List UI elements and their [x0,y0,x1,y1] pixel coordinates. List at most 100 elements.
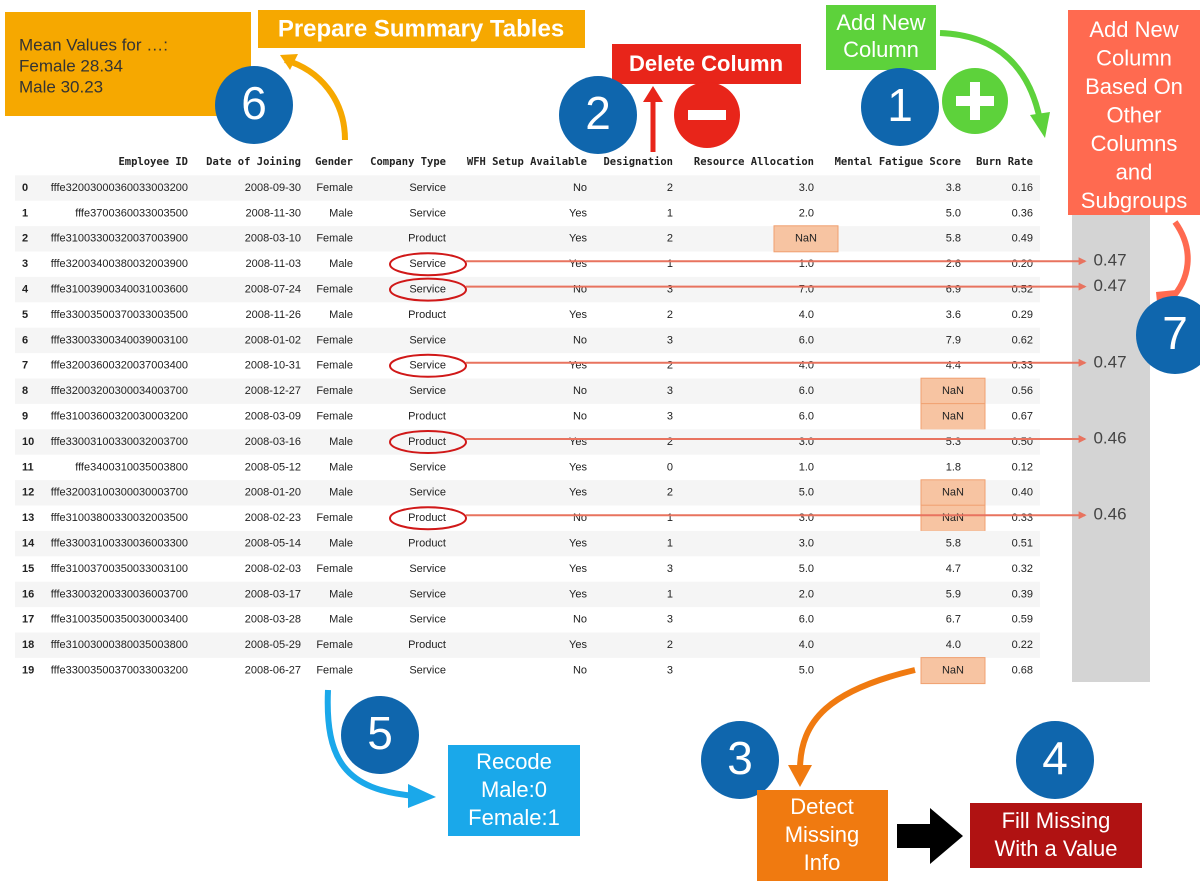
cell: fffe33003500370033003200 [51,665,188,677]
badge [1016,721,1094,799]
cell: 2 [667,233,673,245]
row-index: 4 [22,284,29,296]
cell: NaN [942,512,964,524]
cell: 0.20 [1012,258,1033,270]
add-label: Column [843,37,919,62]
cell: 3.0 [799,182,814,194]
cell: 2 [667,487,673,499]
cell: 2.0 [799,207,814,219]
column-header: Burn Rate [976,156,1033,168]
column-header: WFH Setup Available [467,156,587,168]
cell: 4.0 [946,639,961,651]
highlight-ellipse [389,430,467,454]
cell: 0 [667,461,673,473]
cell: Service [409,360,446,372]
cell: 2008-03-10 [245,233,301,245]
cell: 5.0 [799,487,814,499]
cell: fffe31003000380035003800 [51,639,188,651]
cell: fffe32003200300034003700 [51,385,188,397]
new-column-value: 0.46 [1093,505,1126,524]
cell: fffe31003700350033003100 [51,563,188,575]
recode-label: Female:1 [468,805,560,830]
badge-label: 2 [585,87,611,139]
cell: 4.0 [799,360,814,372]
cell: Service [409,461,446,473]
row-band [15,530,1040,557]
fill-label: Fill Missing [1002,808,1111,833]
cell: 5.9 [946,588,961,600]
summary-line: Mean Values for …: [19,35,168,54]
row-band [15,276,1040,303]
summary-line: Male 30.23 [19,77,103,96]
cell: Female [316,563,353,575]
cell: 2008-07-24 [245,284,301,296]
cell: Service [409,665,446,677]
cell: 6.0 [799,385,814,397]
badge-label: 3 [727,732,753,784]
row-index: 16 [22,588,34,600]
add-label: Add New [836,10,925,35]
cell: fffe32003400380032003900 [51,258,188,270]
cell: 0.29 [1012,309,1033,321]
cell: Product [408,512,446,524]
row-index: 11 [22,461,34,473]
cell: 0.22 [1012,639,1033,651]
add-based-label: Based On [1085,74,1183,99]
cell: fffe33003300340039003100 [51,334,188,346]
column-header: Mental Fatigue Score [835,156,961,168]
cell: Female [316,639,353,651]
badge [559,76,637,154]
cell: fffe31003800330032003500 [51,512,188,524]
cell: Yes [569,588,587,600]
cell: Service [409,563,446,575]
arrow [939,30,1043,121]
cell: 0.49 [1012,233,1033,245]
cell: 1 [667,588,673,600]
cell: 2008-05-12 [245,461,301,473]
cell: Female [316,182,353,194]
cell: 2 [667,309,673,321]
arrow [324,689,416,799]
arrow [1167,220,1191,303]
cell: Male [329,461,353,473]
cell: Yes [569,538,587,550]
cell: fffe31003500350030003400 [51,614,188,626]
cell: 2008-03-16 [245,436,301,448]
cell: 2008-11-30 [246,207,301,219]
delete-label: Delete Column [629,51,783,76]
cell: Yes [569,309,587,321]
fill-label: With a Value [994,836,1117,861]
badge-label: 4 [1042,732,1068,784]
cell: Male [329,258,353,270]
cell: 3.0 [799,512,814,524]
new-column-value: 0.47 [1093,352,1126,371]
cell: NaN [795,233,817,245]
cell: 2 [667,182,673,194]
cell: Female [316,385,353,397]
cell: 3 [667,334,673,346]
cell: Yes [569,563,587,575]
cell: 3.6 [946,309,961,321]
arrow [897,808,963,864]
cell: 2008-03-09 [245,411,301,423]
cell: 1 [667,538,673,550]
row-index: 12 [22,487,34,499]
cell: 1.0 [799,258,814,270]
recode-box [448,745,580,836]
new-column-value: 0.47 [1093,251,1126,270]
cell: 1 [667,207,673,219]
cell: 2 [667,436,673,448]
row-index: 9 [22,411,28,423]
detect-label: Missing [785,822,860,847]
cell: 0.62 [1012,334,1033,346]
cell: Male [329,538,353,550]
cell: NaN [942,411,964,423]
cell: 2008-05-14 [245,538,301,550]
cell: Male [329,614,353,626]
badge [341,696,419,774]
cell: fffe32003600320037003400 [51,360,188,372]
cell: Yes [569,360,587,372]
summary-title-box [258,10,585,48]
cell: 0.12 [1012,461,1033,473]
